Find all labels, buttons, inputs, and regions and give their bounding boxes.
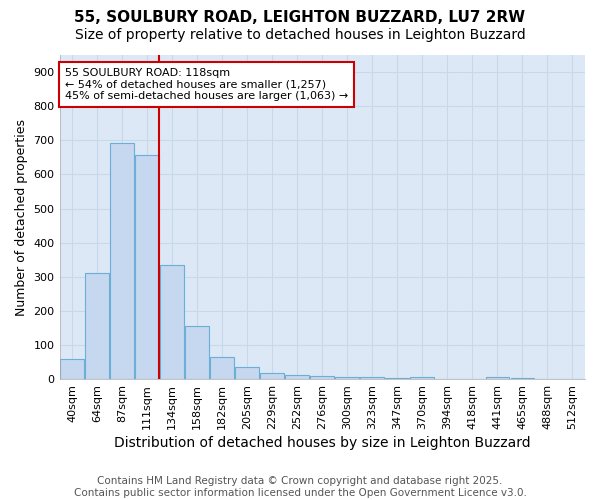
Text: 55 SOULBURY ROAD: 118sqm
← 54% of detached houses are smaller (1,257)
45% of sem: 55 SOULBURY ROAD: 118sqm ← 54% of detach… (65, 68, 348, 101)
Bar (385, 378, 409, 379)
Text: 55, SOULBURY ROAD, LEIGHTON BUZZARD, LU7 2RW: 55, SOULBURY ROAD, LEIGHTON BUZZARD, LU7… (74, 10, 526, 25)
X-axis label: Distribution of detached houses by size in Leighton Buzzard: Distribution of detached houses by size … (114, 436, 530, 450)
Bar (410, 378, 434, 379)
Bar (235, 367, 259, 379)
Bar (185, 326, 209, 379)
Y-axis label: Number of detached properties: Number of detached properties (15, 118, 28, 316)
Bar (511, 378, 535, 379)
Text: Contains HM Land Registry data © Crown copyright and database right 2025.
Contai: Contains HM Land Registry data © Crown c… (74, 476, 526, 498)
Bar (260, 373, 284, 379)
Bar (85, 272, 109, 379)
Bar (361, 378, 384, 379)
Bar (135, 155, 159, 379)
Bar (110, 142, 134, 379)
Bar (60, 358, 84, 379)
Text: Size of property relative to detached houses in Leighton Buzzard: Size of property relative to detached ho… (74, 28, 526, 42)
Bar (210, 357, 234, 379)
Bar (310, 376, 334, 379)
Bar (286, 375, 309, 379)
Bar (335, 376, 359, 379)
Bar (485, 376, 509, 379)
Bar (160, 265, 184, 379)
